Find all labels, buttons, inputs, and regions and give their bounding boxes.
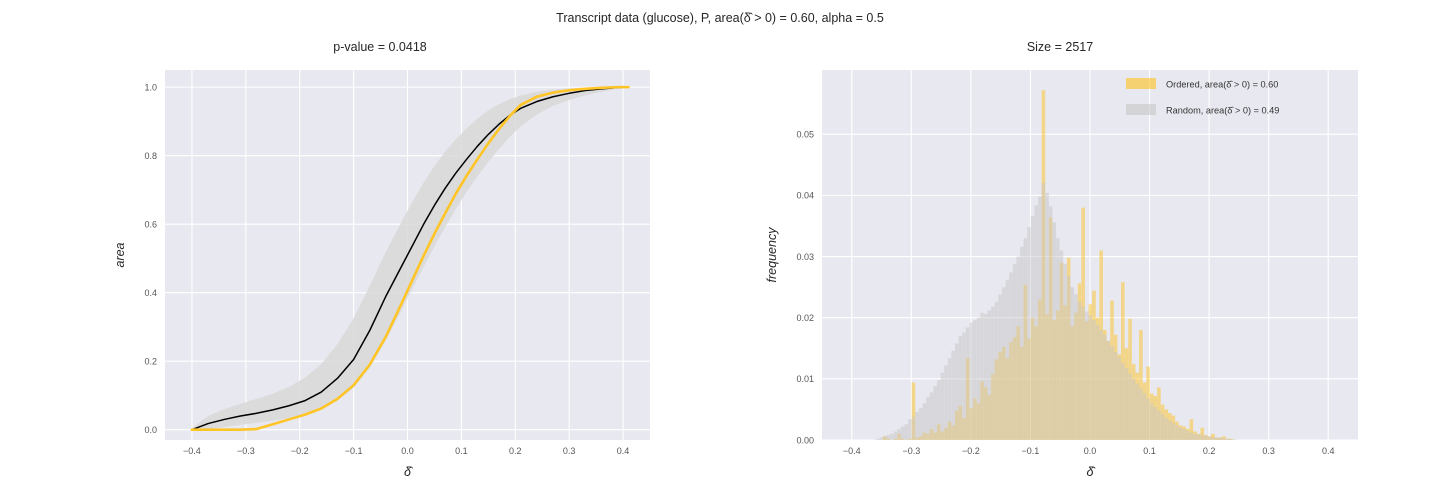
- y-axis-label: frequency: [765, 227, 779, 283]
- histogram-panel: Size = 2517 −0.4 −0.3 −0.2 −0.1 0.0 0.1 0.2 0.3…: [740, 40, 1380, 490]
- histogram-panel-title: Size = 2517: [1026, 40, 1094, 54]
- gridlines: [165, 70, 650, 440]
- x-tick-label: 0.3: [563, 446, 576, 456]
- y-tick-label: 0.03: [796, 252, 814, 262]
- confidence-band: [191, 87, 629, 430]
- y-tick-label: 1.0: [144, 82, 157, 92]
- y-tick-label: 0.4: [144, 288, 157, 298]
- legend-label: Random, area(δ̂ > 0) = 0.49: [1166, 106, 1279, 116]
- x-axis-label: δ̂: [404, 465, 414, 479]
- x-tick-label: 0.1: [1143, 446, 1156, 456]
- cdf-panel: p-value = 0.0418 −0.4 −0.3 −0.2 −0.1 0.0 0.1 0…: [90, 40, 670, 490]
- cdf-panel-svg: −0.4 −0.3 −0.2 −0.1 0.0 0.1 0.2 0.3 0.4 0.0 0.2 0.4…: [113, 70, 650, 479]
- plot-content: [875, 90, 1237, 440]
- x-tick-label: −0.2: [962, 446, 980, 456]
- y-tick-label: 0.8: [144, 151, 157, 161]
- y-axis-label: area: [113, 242, 127, 267]
- legend-swatch: [1126, 104, 1156, 115]
- cdf-line-ordered: [190, 85, 630, 432]
- x-tick-label: 0.1: [455, 446, 468, 456]
- x-tick-label: 0.3: [1262, 446, 1275, 456]
- x-tick-label: −0.1: [345, 446, 363, 456]
- y-tick-label: 0.01: [796, 374, 814, 384]
- x-tick-label: 0.4: [617, 446, 630, 456]
- x-tick-label: −0.3: [902, 446, 920, 456]
- x-tick-label: 0.2: [509, 446, 522, 456]
- y-tick-label: 0.6: [144, 219, 157, 229]
- tick-labels: −0.4 −0.3 −0.2 −0.1 0.0 0.1 0.2 0.3 0.4 0.00 0.01 0…: [796, 130, 1334, 456]
- tick-labels: −0.4 −0.3 −0.2 −0.1 0.0 0.1 0.2 0.3 0.4 0.0 0.2 0.4…: [144, 82, 629, 456]
- x-tick-label: 0.4: [1322, 446, 1335, 456]
- histogram-plot-area: −0.4 −0.3 −0.2 −0.1 0.0 0.1 0.2 0.3 0.4 0.00 0.01 0…: [740, 62, 1380, 492]
- x-tick-label: −0.4: [843, 446, 861, 456]
- y-tick-label: 0.00: [796, 435, 814, 445]
- legend-swatch: [1126, 78, 1156, 89]
- histogram-panel-svg: −0.4 −0.3 −0.2 −0.1 0.0 0.1 0.2 0.3 0.4 0.00 0.01 0…: [765, 70, 1358, 479]
- cdf-panel-title: p-value = 0.0418: [333, 40, 427, 54]
- plot-content: [190, 85, 630, 432]
- x-tick-label: 0.0: [401, 446, 414, 456]
- cdf-plot-area: −0.4 −0.3 −0.2 −0.1 0.0 0.1 0.2 0.3 0.4 0.0 0.2 0.4…: [90, 62, 670, 492]
- x-tick-label: −0.1: [1022, 446, 1040, 456]
- x-tick-label: 0.2: [1203, 446, 1216, 456]
- y-tick-label: 0.2: [144, 357, 157, 367]
- x-tick-label: −0.3: [237, 446, 255, 456]
- histogram-series-random: [875, 183, 1237, 440]
- y-tick-label: 0.04: [796, 191, 814, 201]
- cdf-line-random: [191, 86, 630, 431]
- legend-label: Ordered, area(δ̂ > 0) = 0.60: [1166, 80, 1278, 90]
- x-tick-label: −0.4: [183, 446, 201, 456]
- y-tick-label: 0.02: [796, 313, 814, 323]
- chart-legend: Ordered, area(δ̂ > 0) = 0.60 Random, area…: [1126, 78, 1279, 116]
- y-tick-label: 0.0: [144, 425, 157, 435]
- x-tick-label: −0.2: [291, 446, 309, 456]
- x-axis-label: δ̂: [1087, 465, 1097, 479]
- x-tick-label: 0.0: [1084, 446, 1097, 456]
- y-tick-label: 0.05: [796, 130, 814, 140]
- figure-suptitle: Transcript data (glucose), P, area(δ̂ > …: [556, 11, 884, 25]
